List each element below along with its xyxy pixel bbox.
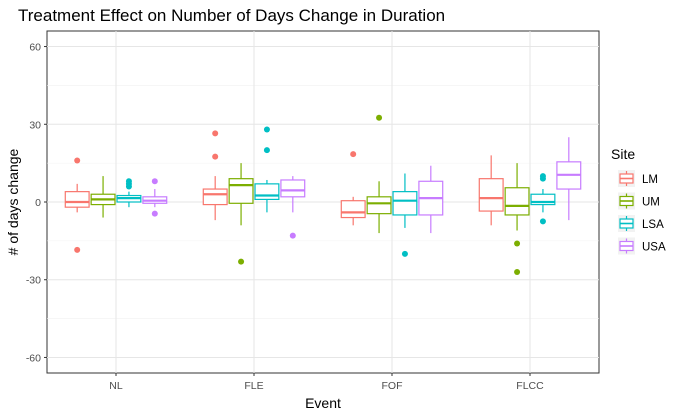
legend-key-lsa: LSA — [618, 215, 664, 232]
y-tick-label: 0 — [35, 197, 41, 209]
series-lm — [64, 130, 504, 253]
legend-key-usa: USA — [618, 237, 666, 255]
box-lsa-fle — [254, 126, 280, 213]
outlier-point — [539, 218, 546, 225]
box-lsa-flcc — [530, 173, 556, 225]
x-tick-label: FLCC — [516, 380, 544, 392]
outlier-point — [74, 157, 81, 164]
box-iqr — [392, 191, 418, 216]
box-um-fle — [228, 163, 254, 265]
box-lm-nl — [64, 157, 90, 253]
outlier-point — [350, 151, 357, 158]
y-tick-label: 30 — [29, 119, 41, 131]
outlier-point — [125, 183, 132, 190]
y-tick-label: -30 — [26, 275, 41, 287]
y-tick-label: -60 — [26, 352, 41, 364]
series-lsa — [116, 126, 556, 257]
legend-key-lm: LM — [618, 170, 658, 187]
box-lsa-nl — [116, 178, 142, 208]
chart-title: Treatment Effect on Number of Days Chang… — [18, 6, 445, 25]
box-iqr — [366, 196, 392, 215]
box-um-fof — [366, 114, 392, 234]
box-usa-flcc — [556, 137, 582, 221]
outlier-point — [263, 126, 270, 133]
x-tick-label: FLE — [244, 380, 263, 392]
legend-key-um: UM — [618, 192, 660, 210]
box-iqr — [280, 179, 306, 198]
box-iqr — [504, 187, 530, 216]
box-iqr — [530, 193, 556, 206]
box-iqr — [202, 188, 228, 206]
box-um-nl — [90, 176, 116, 218]
x-tick-label: NL — [109, 380, 123, 392]
box-iqr — [478, 178, 504, 212]
box-um-flcc — [504, 163, 530, 275]
legend-label: UM — [642, 197, 660, 209]
outlier-point — [376, 114, 383, 121]
axes: -60 -30 0 30 60 NL FLE FOF FLCC — [26, 42, 544, 392]
outlier-point — [151, 210, 158, 217]
outlier-point — [74, 246, 81, 253]
legend-title: Site — [611, 146, 635, 162]
legend: Site LM UM LSA USA — [611, 146, 666, 255]
box-iqr — [340, 200, 366, 219]
legend-label: USA — [642, 242, 666, 254]
x-axis-title: Event — [305, 395, 341, 411]
box-usa-nl — [142, 178, 168, 217]
outlier-point — [514, 268, 521, 275]
series-usa — [142, 137, 582, 239]
box-usa-fle — [280, 176, 306, 239]
legend-label: LSA — [642, 219, 664, 231]
box-lm-fle — [202, 130, 228, 221]
outlier-point — [212, 130, 219, 137]
y-tick-label: 60 — [29, 42, 41, 54]
outlier-point — [212, 153, 219, 160]
box-lm-flcc — [478, 155, 504, 226]
box-lsa-fof — [392, 173, 418, 257]
x-tick-label: FOF — [382, 380, 403, 392]
box-iqr — [64, 191, 90, 208]
box-iqr — [228, 178, 254, 204]
outlier-point — [539, 175, 546, 182]
box-usa-fof — [418, 165, 444, 234]
boxplot-series — [64, 114, 582, 275]
outlier-point — [263, 147, 270, 154]
y-axis-title: # of days change — [5, 148, 21, 255]
box-lm-fof — [340, 151, 366, 226]
outlier-point — [289, 232, 296, 239]
box-iqr — [254, 183, 280, 201]
outlier-point — [238, 258, 245, 265]
legend-label: LM — [642, 174, 658, 186]
series-um — [90, 114, 530, 275]
outlier-point — [151, 178, 158, 185]
outlier-point — [401, 250, 408, 257]
outlier-point — [514, 240, 521, 247]
